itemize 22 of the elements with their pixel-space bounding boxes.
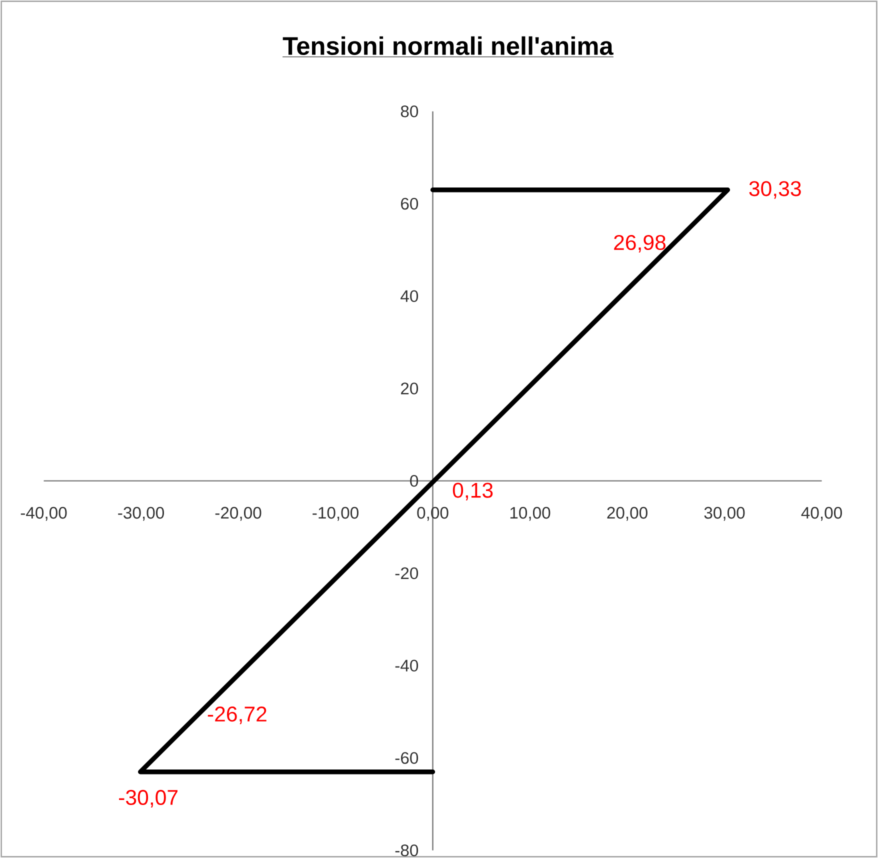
x-tick-label: 40,00 [801,506,842,521]
y-tick-label: 60 [401,198,418,210]
y-tick-label: -80 [395,844,418,856]
x-tick-label: -40,00 [20,506,67,521]
x-tick-label: 10,00 [510,506,550,521]
x-tick-label: -30,00 [118,506,164,521]
x-tick-label: 30,00 [704,506,745,521]
y-tick-label: -60 [395,752,418,764]
chart-title: Tensioni normali nell'anima [282,36,614,55]
x-tick-label: 20,00 [607,506,648,521]
annotation: -30,07 [119,790,178,808]
x-tick-label: -20,00 [215,506,262,521]
x-tick-label: -10,00 [312,506,358,521]
annotation: 0,13 [452,482,493,500]
annotation: 30,33 [749,181,801,199]
y-tick-label: 40 [400,290,418,302]
y-tick-label: 80 [400,105,418,118]
annotation: -26,72 [208,706,266,724]
y-tick-label: -20 [395,567,418,580]
y-tick-label: 20 [401,382,418,394]
annotation: 26,98 [614,234,666,253]
y-tick-label: -40 [395,660,418,672]
